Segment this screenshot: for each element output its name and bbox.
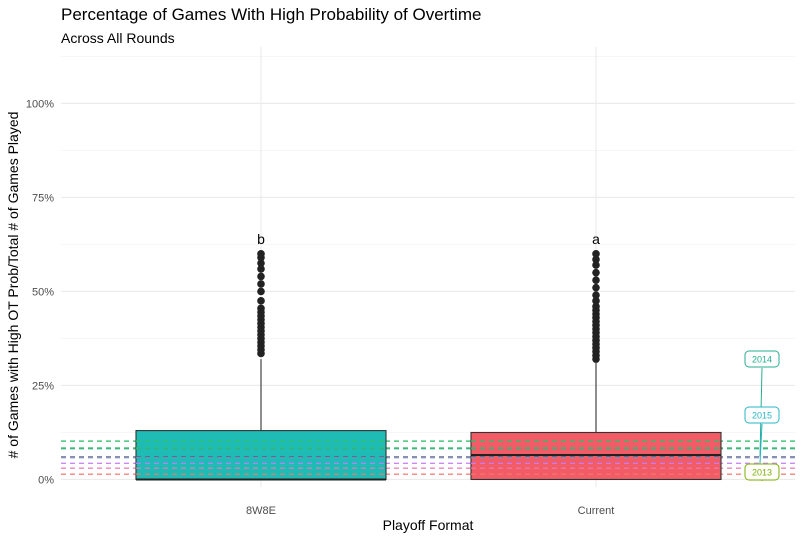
outlier-point (592, 297, 600, 305)
box-body (135, 430, 387, 481)
y-tick-label: 50% (32, 286, 54, 298)
annotation-box (744, 350, 780, 368)
y-axis-title: # of Games with High OT Prob/Total # of … (5, 112, 21, 459)
outlier-point (592, 261, 600, 269)
grid-layer (61, 47, 795, 487)
y-tick-label: 0% (38, 474, 54, 486)
annotation-connector (759, 423, 763, 464)
outlier-point (257, 265, 265, 273)
outlier-point (257, 297, 265, 305)
chart-title: Percentage of Games With High Probabilit… (61, 5, 482, 24)
outlier-point (257, 287, 265, 296)
significance-letter: b (257, 231, 265, 247)
axes-layer: 0% 25% 50% 75% 100% 8W8E Current (26, 98, 614, 517)
x-tick-label: 8W8E (246, 505, 276, 517)
y-tick-label: 25% (32, 380, 54, 392)
x-axis-title: Playoff Format (383, 517, 474, 533)
outlier-point (257, 272, 265, 281)
annotation-box (744, 406, 780, 424)
chart-subtitle: Across All Rounds (61, 30, 175, 46)
annotations-layer: 2014 2015 2013 (744, 350, 780, 482)
outlier-point (592, 291, 600, 300)
outlier-point (257, 280, 265, 288)
outlier-point (592, 255, 600, 264)
outlier-point (257, 259, 265, 268)
annotation-label: 2013 (752, 468, 772, 478)
significance-letter: a (592, 231, 600, 247)
y-tick-label: 100% (26, 98, 54, 110)
outlier-point (592, 268, 600, 277)
box-8W8E: b (135, 231, 387, 481)
annotation-label: 2014 (752, 355, 772, 365)
annotation-box (744, 463, 780, 481)
outlier-point (592, 276, 600, 284)
outlier-point (257, 304, 265, 313)
outlier-point (592, 250, 600, 258)
outlier-point (257, 250, 265, 258)
box-Current: a (470, 231, 722, 481)
outlier-point (592, 283, 600, 292)
annotation-label: 2015 (752, 411, 772, 421)
y-tick-label: 75% (32, 192, 54, 204)
outlier-point (592, 302, 600, 311)
x-tick-label: Current (578, 505, 615, 517)
